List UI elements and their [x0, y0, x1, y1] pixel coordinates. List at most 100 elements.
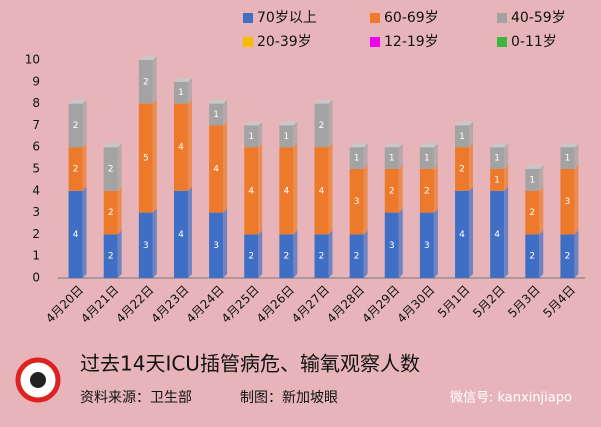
data-label: 2 — [529, 252, 535, 262]
bar-top — [209, 99, 228, 104]
x-tick-label: 4月24日 — [184, 283, 227, 326]
bar-side — [363, 230, 368, 278]
x-tick-label: 4月26日 — [254, 283, 297, 326]
bar-segment — [384, 212, 399, 278]
x-tick-label: 4月23日 — [148, 283, 191, 326]
data-label: 2 — [424, 186, 430, 196]
data-label: 2 — [389, 186, 395, 196]
data-label: 1 — [424, 154, 430, 164]
watermark: 微信号: kanxinjiapo — [450, 391, 572, 406]
bar-side — [398, 165, 403, 213]
bar-top — [560, 143, 579, 148]
data-label: 1 — [494, 154, 500, 164]
bar-side — [117, 186, 122, 235]
legend-swatch — [497, 13, 507, 23]
bar-segment — [244, 234, 259, 278]
bar-side — [223, 208, 228, 278]
bar-segment — [103, 234, 118, 278]
bar-side — [504, 143, 509, 169]
bar-segment — [419, 147, 434, 169]
bar-side — [504, 165, 509, 191]
legend-label: 60-69岁 — [384, 10, 439, 26]
data-label: 4 — [73, 230, 79, 240]
legend-swatch — [370, 13, 380, 23]
bar-top — [173, 77, 192, 82]
data-label: 2 — [354, 252, 360, 262]
bar-segment — [209, 125, 224, 213]
bar-segment — [68, 147, 83, 191]
bar-segment — [525, 169, 540, 191]
legend-swatch — [497, 37, 507, 47]
x-tick-label: 4月20日 — [43, 283, 86, 326]
bar-side — [433, 165, 438, 213]
bar-top — [138, 56, 157, 60]
bar-top — [103, 143, 122, 148]
bar-segment — [560, 234, 575, 278]
data-label: 1 — [248, 132, 254, 142]
x-tick-label: 5月3日 — [505, 283, 543, 321]
bar-side — [258, 230, 263, 278]
bar-top — [490, 143, 509, 148]
bar-segment — [455, 125, 470, 148]
bar-segment — [279, 234, 294, 278]
legend-swatch — [243, 13, 253, 23]
bar-segment — [138, 103, 153, 213]
bar-top — [349, 143, 368, 148]
bar-top — [314, 99, 333, 104]
bar-side — [223, 121, 228, 213]
data-label: 2 — [283, 252, 289, 262]
bar-side — [187, 186, 192, 278]
data-label: 4 — [319, 186, 325, 196]
data-label: 2 — [143, 77, 149, 87]
bar-segment — [314, 234, 329, 278]
bar-side — [363, 143, 368, 169]
data-label: 3 — [565, 197, 571, 207]
bar-segment — [384, 169, 399, 213]
bar-side — [117, 230, 122, 278]
x-tick-label: 5月1日 — [435, 283, 473, 321]
bar-segment — [455, 190, 470, 278]
bar-top — [419, 143, 438, 148]
bar-segment — [419, 212, 434, 278]
bar-side — [363, 165, 368, 235]
x-tick-label: 4月25日 — [219, 283, 262, 326]
bar-top — [455, 121, 474, 126]
data-label: 2 — [108, 208, 114, 218]
y-tick-label: 4 — [32, 183, 40, 197]
x-tick-label: 4月27日 — [289, 283, 332, 326]
bar-side — [82, 99, 87, 148]
y-tick-label: 8 — [32, 96, 40, 110]
y-tick-label: 7 — [32, 118, 40, 132]
y-tick-label: 2 — [32, 227, 40, 241]
bar-segment — [244, 125, 259, 148]
bar-top — [244, 121, 263, 126]
bar-segment — [349, 169, 364, 235]
data-label: 4 — [213, 165, 219, 175]
author: 制图：新加坡眼 — [240, 390, 338, 406]
bar-side — [433, 143, 438, 169]
bar-segment — [490, 169, 505, 191]
data-label: 1 — [354, 154, 360, 164]
data-label: 4 — [459, 230, 465, 240]
bar-segment — [490, 190, 505, 278]
bar-side — [574, 165, 579, 235]
y-tick-label: 3 — [32, 205, 40, 219]
legend-swatch — [370, 37, 380, 47]
data-label: 2 — [73, 121, 79, 131]
data-label: 4 — [248, 186, 254, 196]
bar-segment — [455, 147, 470, 191]
data-label: 1 — [529, 175, 535, 185]
bar-side — [258, 143, 263, 235]
y-tick-label: 10 — [25, 53, 40, 67]
x-tick-label: 5月2日 — [470, 283, 508, 321]
x-tick-label: 4月22日 — [113, 283, 156, 326]
data-label: 2 — [529, 208, 535, 218]
bar-segment — [490, 147, 505, 169]
bar-side — [574, 230, 579, 278]
bar-segment — [279, 125, 294, 148]
bar-side — [293, 121, 298, 148]
bar-side — [433, 208, 438, 278]
data-label: 2 — [108, 252, 114, 262]
bar-segment — [560, 147, 575, 169]
bar-segment — [103, 147, 118, 191]
